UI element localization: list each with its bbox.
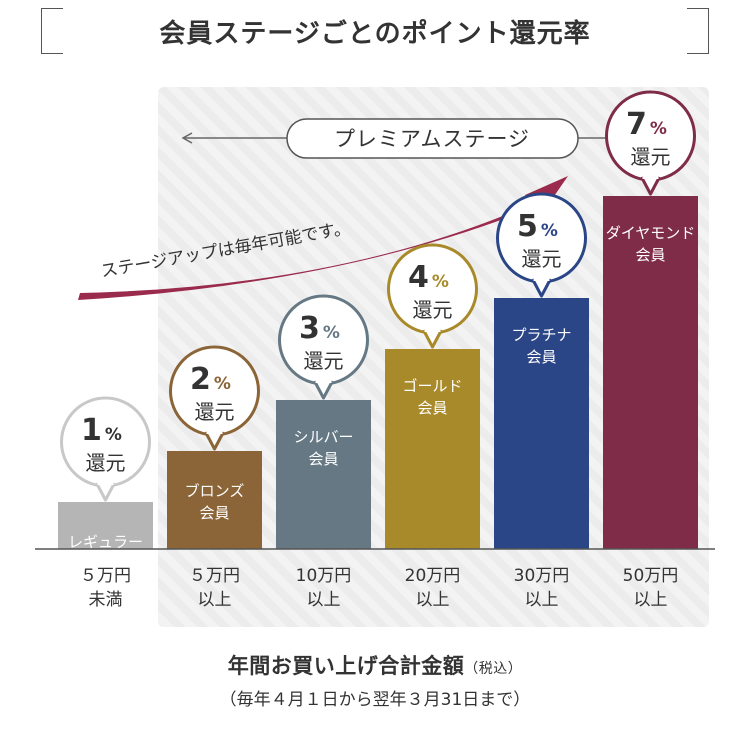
stage-bar <box>58 502 153 549</box>
bubble-tail <box>640 176 661 196</box>
bubble-tail-cover <box>424 327 441 332</box>
stage-bar-label: プラチナ <box>511 326 571 344</box>
rate-suffix: 還元 <box>631 145 671 169</box>
bubble-tail <box>422 329 443 349</box>
stage-bar-label-sub: 会員 <box>308 450 338 468</box>
stage-chart: プレミアムステージ ステージアップは毎年可能です。 レギュラー会員５万円未満1%… <box>35 87 715 627</box>
threshold-label: 50万円 <box>623 566 679 586</box>
footer-title: 年間お買い上げ合計金額（税込） <box>0 650 750 680</box>
premium-stage-indicator: プレミアムステージ <box>181 118 681 159</box>
threshold-label-sub: 未満 <box>89 590 123 610</box>
page-title: 会員ステージごとのポイント還元率 <box>159 19 591 49</box>
arrow-left-icon <box>181 132 193 144</box>
threshold-label: 10万円 <box>296 566 352 586</box>
rate-unit: % <box>323 323 340 343</box>
rate-suffix: 還元 <box>413 298 453 322</box>
threshold-label: ５万円 <box>189 566 240 586</box>
rate-unit: % <box>541 221 558 241</box>
stage-bar-label-sub: 会員 <box>90 555 120 573</box>
stage-bar-label: シルバー <box>293 428 353 446</box>
rate-unit: % <box>650 119 667 139</box>
threshold-label: ５万円 <box>80 566 131 586</box>
footer-title-text: 年間お買い上げ合計金額 <box>227 654 465 678</box>
stage-bar <box>603 196 698 549</box>
stage-bar-label: レギュラー <box>68 533 143 551</box>
stage-bar-label: ブロンズ <box>185 482 245 500</box>
bubble-tail-cover <box>206 429 223 434</box>
stage-bar-label-sub: 会員 <box>526 348 556 366</box>
threshold-label: 30万円 <box>514 566 570 586</box>
premium-label-pill <box>286 118 579 159</box>
threshold-label: 20万円 <box>405 566 461 586</box>
threshold-label-sub: 以上 <box>416 590 450 610</box>
bubble-tail-cover <box>315 378 332 383</box>
stage-bar-label-sub: 会員 <box>417 399 447 417</box>
title-bracket-right <box>687 8 709 54</box>
bubble-tail <box>313 380 334 400</box>
threshold-label-sub: 以上 <box>198 590 232 610</box>
stage-bar <box>276 400 371 549</box>
rate-unit: % <box>105 425 122 445</box>
bubble-tail <box>204 431 225 451</box>
rate-suffix: 還元 <box>195 400 235 424</box>
bubble-tail-cover <box>642 174 659 179</box>
rate-suffix: 還元 <box>522 247 562 271</box>
stage-bar <box>167 451 262 549</box>
title-bracket-left <box>41 8 63 54</box>
stage-bar <box>385 349 480 549</box>
stage-bar-label-sub: 会員 <box>199 504 229 522</box>
stage-bar-label: ゴールド <box>402 377 462 395</box>
rate-suffix: 還元 <box>86 451 126 475</box>
rate-unit: % <box>214 374 231 394</box>
bubble-tail <box>531 278 552 298</box>
threshold-label-sub: 以上 <box>525 590 559 610</box>
rate-unit: % <box>432 272 449 292</box>
bubble-tail-cover <box>533 276 550 281</box>
rate-suffix: 還元 <box>304 349 344 373</box>
stage-bar-label-sub: 会員 <box>635 246 665 264</box>
premium-label: プレミアムステージ <box>334 127 530 151</box>
threshold-label-sub: 以上 <box>307 590 341 610</box>
threshold-label-sub: 以上 <box>634 590 668 610</box>
bubble-tail-cover <box>97 480 114 485</box>
bubble-tail <box>95 482 116 502</box>
title-frame: 会員ステージごとのポイント還元率 <box>41 8 709 54</box>
stage-bar <box>494 298 589 549</box>
stage-bar-label: ダイヤモンド <box>606 224 696 242</box>
footer-period: （毎年４月１日から翌年３月31日まで） <box>219 690 531 710</box>
footer-tax-note: （税込） <box>464 661 523 677</box>
